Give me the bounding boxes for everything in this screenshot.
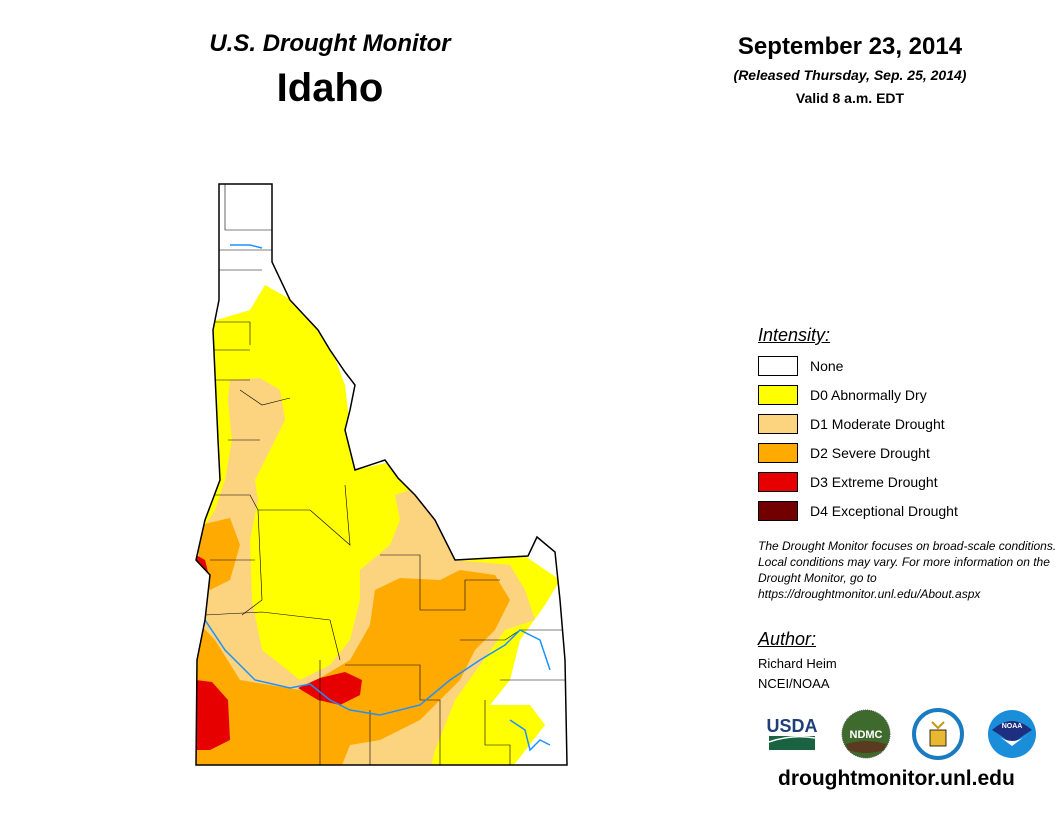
svg-text:NDMC: NDMC: [850, 729, 883, 741]
rivers: [204, 244, 551, 752]
disclaimer-note: The Drought Monitor focuses on broad-sca…: [758, 539, 1056, 601]
legend-swatch: [758, 356, 798, 376]
legend-label: None: [810, 358, 844, 374]
legend-item-d1: D1 Moderate Drought: [758, 413, 945, 435]
valid-time: Valid 8 a.m. EDT: [795, 90, 905, 106]
svg-text:NOAA: NOAA: [1002, 723, 1023, 730]
legend-label: D0 Abnormally Dry: [810, 387, 927, 403]
legend-item-none: None: [758, 355, 843, 377]
svg-text:USDA: USDA: [766, 716, 817, 736]
legend-swatch: [758, 385, 798, 405]
legend-swatch: [758, 414, 798, 434]
author-name: Richard Heim: [758, 656, 837, 671]
legend-swatch: [758, 472, 798, 492]
legend-label: D4 Exceptional Drought: [810, 503, 958, 519]
map-title: U.S. Drought Monitor: [209, 30, 451, 57]
map-date: September 23, 2014: [737, 33, 963, 60]
author-title: Author:: [758, 629, 817, 649]
legend-label: D3 Extreme Drought: [810, 474, 938, 490]
legend-label: D2 Severe Drought: [810, 445, 930, 461]
d2-area-west: [198, 518, 240, 590]
doc-logo: [912, 708, 964, 760]
usda-logo: USDA: [766, 716, 818, 750]
legend-item-d2: D2 Severe Drought: [758, 442, 930, 464]
d2-area: [196, 570, 510, 765]
county-lines: [204, 184, 565, 765]
footer-url[interactable]: droughtmonitor.unl.edu: [778, 767, 1015, 790]
legend-swatch: [758, 501, 798, 521]
legend-item-d4: D4 Exceptional Drought: [758, 500, 958, 522]
ndmc-logo: NDMC: [841, 709, 891, 759]
d3-area-central: [298, 672, 362, 705]
author-org: NCEI/NOAA: [758, 676, 830, 691]
noaa-logo: NOAA: [988, 710, 1036, 758]
legend-swatch: [758, 443, 798, 463]
state-outline: [195, 183, 568, 766]
region-title: Idaho: [276, 66, 384, 110]
legend-item-d0: D0 Abnormally Dry: [758, 384, 927, 406]
idaho-map: [195, 183, 568, 766]
release-date: (Released Thursday, Sep. 25, 2014): [733, 67, 967, 83]
legend-item-d3: D3 Extreme Drought: [758, 471, 938, 493]
legend-title: Intensity:: [758, 325, 831, 345]
d3-area-sw: [196, 680, 230, 750]
legend-label: D1 Moderate Drought: [810, 416, 945, 432]
